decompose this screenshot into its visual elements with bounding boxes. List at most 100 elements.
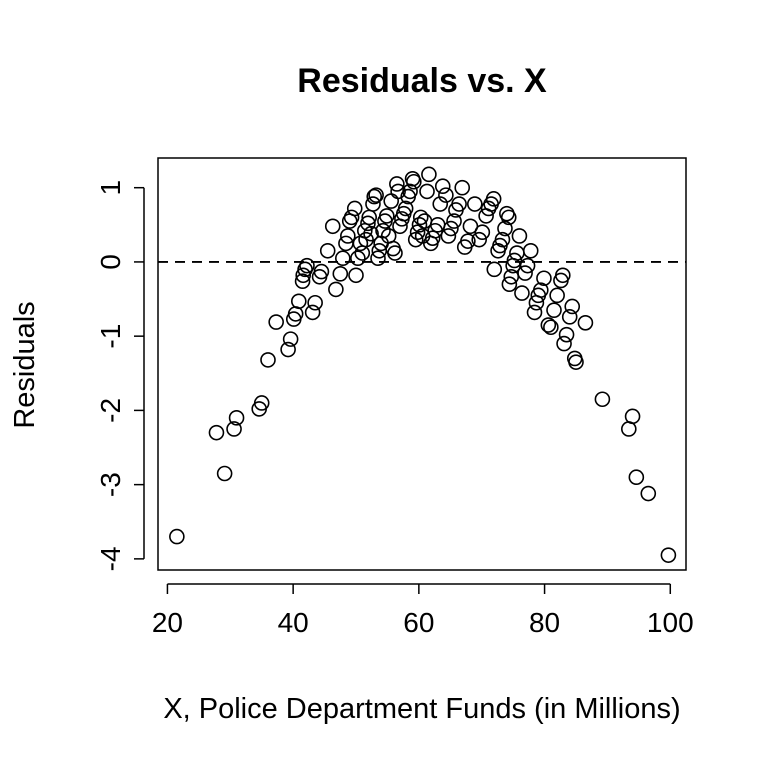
y-tick-label: -1	[95, 324, 126, 349]
plot-frame	[157, 157, 687, 571]
data-point	[397, 200, 414, 217]
data-points	[169, 166, 677, 563]
data-point	[532, 282, 549, 298]
data-point	[260, 352, 276, 368]
data-point	[280, 341, 296, 358]
data-point	[268, 314, 284, 330]
data-point	[517, 265, 533, 281]
data-point	[360, 215, 376, 232]
data-point	[519, 257, 536, 274]
data-point	[409, 224, 426, 241]
data-point	[474, 224, 491, 241]
data-point	[348, 267, 364, 284]
data-point	[319, 242, 336, 259]
data-point	[526, 304, 543, 321]
data-point	[620, 421, 637, 437]
data-point	[497, 220, 513, 237]
data-point	[299, 257, 315, 274]
data-point	[640, 485, 657, 502]
x-tick-label: 100	[647, 607, 694, 638]
data-point	[501, 276, 518, 292]
data-point	[451, 196, 467, 212]
data-point	[624, 408, 641, 425]
data-point	[383, 193, 400, 209]
data-point	[454, 179, 471, 196]
data-point	[554, 267, 571, 284]
data-point	[365, 196, 381, 212]
data-point	[460, 233, 476, 249]
y-tick-label: 1	[95, 180, 126, 196]
data-point	[366, 188, 383, 205]
data-point	[443, 220, 459, 237]
data-point	[169, 528, 185, 545]
data-point	[363, 225, 379, 242]
data-point	[334, 250, 351, 267]
data-point	[577, 314, 594, 331]
data-point	[561, 309, 578, 325]
data-point	[228, 410, 245, 426]
data-point	[226, 421, 242, 437]
data-point	[540, 317, 557, 333]
data-point	[346, 200, 363, 217]
y-tick-label: 0	[95, 254, 126, 270]
data-point	[546, 302, 562, 318]
x-tick-label: 20	[152, 607, 183, 638]
data-point	[421, 166, 437, 183]
data-point	[628, 469, 645, 486]
data-point	[424, 230, 441, 246]
data-point	[368, 187, 384, 203]
data-point	[440, 228, 457, 244]
data-point	[324, 218, 341, 235]
y-axis-title: Residuals	[9, 301, 41, 428]
data-point	[350, 250, 366, 267]
data-point	[412, 209, 429, 226]
x-tick-label: 40	[278, 607, 309, 638]
data-point	[328, 281, 344, 298]
data-point	[471, 231, 488, 248]
data-point	[438, 187, 454, 203]
data-point	[402, 183, 418, 200]
data-point	[313, 263, 330, 280]
y-tick-label: -2	[95, 398, 126, 423]
data-point	[556, 335, 572, 352]
data-point	[378, 208, 395, 224]
data-point	[387, 245, 403, 261]
data-point	[390, 183, 406, 200]
data-point	[216, 465, 233, 482]
data-point	[506, 252, 523, 269]
data-point	[208, 424, 225, 441]
data-point	[411, 217, 428, 233]
x-tick-label: 60	[403, 607, 434, 638]
data-point	[594, 391, 611, 408]
data-point	[332, 266, 349, 282]
data-point	[307, 294, 323, 311]
x-tick-label: 80	[529, 607, 560, 638]
data-point	[294, 273, 311, 290]
data-point	[282, 331, 299, 347]
data-point	[549, 287, 565, 304]
data-point	[434, 178, 451, 195]
data-point	[511, 228, 528, 244]
data-point	[290, 293, 307, 310]
data-point	[500, 209, 517, 226]
data-point	[660, 547, 677, 563]
data-point	[494, 231, 511, 248]
data-point	[389, 176, 405, 192]
data-point	[406, 173, 422, 190]
x-axis: 20 40 60 80 100	[152, 583, 694, 638]
data-point	[514, 285, 530, 301]
data-point	[485, 191, 502, 207]
data-point	[343, 209, 360, 226]
data-point	[370, 250, 386, 267]
data-point	[543, 319, 559, 336]
data-point	[340, 228, 356, 244]
data-point	[253, 395, 270, 411]
data-point	[287, 306, 304, 322]
chart-title: Residuals vs. X	[297, 62, 547, 100]
y-axis: -4 -3 -2 -1 0 1	[95, 180, 145, 571]
data-point	[522, 242, 539, 259]
y-tick-label: -4	[95, 546, 126, 571]
data-point	[558, 326, 575, 343]
x-axis-title: X, Police Department Funds (in Millions)	[163, 693, 680, 725]
